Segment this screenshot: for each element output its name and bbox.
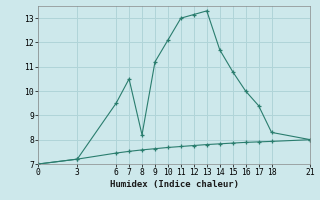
X-axis label: Humidex (Indice chaleur): Humidex (Indice chaleur) [110,180,239,189]
